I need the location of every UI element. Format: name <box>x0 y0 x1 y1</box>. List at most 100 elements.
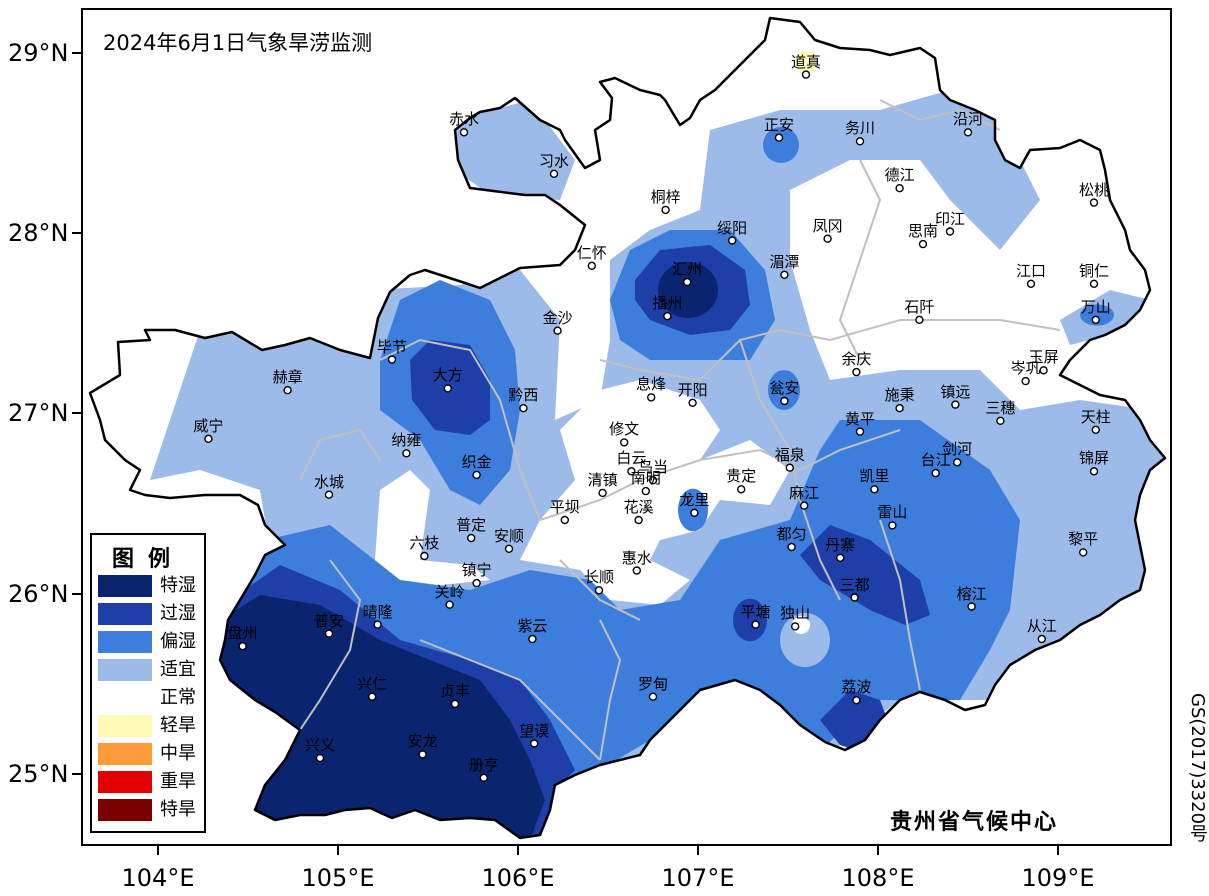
station-label: 六枝 <box>409 534 440 552</box>
map-approval-number: GS(2017)3320号 <box>1187 693 1208 843</box>
station-label: 惠水 <box>621 548 652 567</box>
station-label: 丹寨 <box>825 535 856 554</box>
station-label: 晴隆 <box>362 602 393 621</box>
station-label: 赫章 <box>272 368 303 387</box>
station-marker <box>996 416 1005 425</box>
wet-region-wengan <box>768 370 800 410</box>
extreme-wet-region-huizhou <box>658 262 718 318</box>
station-marker <box>951 400 960 409</box>
normal-region-center <box>520 380 790 605</box>
station-marker <box>852 367 861 377</box>
station-marker <box>1089 467 1099 476</box>
station-marker <box>1089 279 1099 288</box>
station-label: 水城 <box>313 472 345 491</box>
station-label: 湄潭 <box>769 252 800 271</box>
station-label: 务川 <box>844 119 876 138</box>
legend-swatch <box>98 631 152 653</box>
station-label: 剑河 <box>942 440 973 459</box>
lon-label-104: 104°E <box>121 864 195 892</box>
lat-label-27: 27°N <box>8 399 69 427</box>
station-label: 锦屏 <box>1078 449 1110 468</box>
station-label: 黔西 <box>508 386 539 405</box>
station-label: 兴仁 <box>357 674 388 693</box>
station-marker <box>915 315 924 324</box>
station-label: 凯里 <box>859 467 890 486</box>
legend-swatch <box>98 771 152 793</box>
station-label: 雷山 <box>877 503 908 522</box>
legend-label: 轻旱 <box>160 715 196 736</box>
station-label: 盘州 <box>227 624 258 643</box>
station-marker <box>870 485 879 494</box>
station-label: 威宁 <box>193 416 224 435</box>
map-title: 2024年6月1日气象旱涝监测 <box>103 31 373 55</box>
station-label: 麻江 <box>789 483 820 502</box>
station-marker <box>780 270 789 279</box>
agency-label: 贵州省气候中心 <box>890 810 1059 835</box>
station-label: 余庆 <box>841 350 872 369</box>
station-marker <box>785 463 794 472</box>
station-label: 播州 <box>652 294 683 313</box>
station-label: 望谟 <box>519 721 550 740</box>
legend-swatch <box>98 715 152 737</box>
station-label: 册亨 <box>468 755 499 774</box>
station-marker <box>801 70 811 79</box>
legend-label: 正常 <box>160 687 196 708</box>
station-marker <box>648 692 658 701</box>
station-label: 安龙 <box>407 732 438 751</box>
station-label: 天柱 <box>1080 407 1111 426</box>
station-marker <box>850 593 859 602</box>
station-label: 开阳 <box>677 380 708 399</box>
station-marker <box>663 312 672 321</box>
station-marker <box>1021 376 1030 386</box>
legend-swatch <box>98 603 152 625</box>
station-label: 纳雍 <box>391 431 422 450</box>
lon-label-109: 109°E <box>1021 864 1095 892</box>
station-label: 施秉 <box>884 386 915 405</box>
station-label: 铜仁 <box>1078 261 1110 280</box>
station-label: 三都 <box>839 575 870 594</box>
station-marker <box>587 261 596 270</box>
station-marker <box>443 384 452 393</box>
suitable-region-nw <box>455 100 575 200</box>
lat-label-26: 26°N <box>8 580 69 608</box>
station-marker <box>553 326 562 335</box>
station-label: 万山 <box>1080 297 1111 316</box>
extreme-wet-region-southwest <box>210 595 545 838</box>
legend-label: 适宜 <box>160 659 196 680</box>
station-label: 沿河 <box>952 110 984 129</box>
legend-swatch <box>98 575 152 597</box>
lon-label-106: 106°E <box>481 864 555 892</box>
station-marker <box>737 485 746 494</box>
station-marker <box>688 398 697 407</box>
station-marker <box>324 490 334 499</box>
station-label: 平塘 <box>740 602 771 621</box>
station-label: 凤冈 <box>812 216 843 235</box>
station-label: 镇远 <box>940 382 971 401</box>
station-label: 镇宁 <box>461 561 492 580</box>
station-marker <box>467 533 476 543</box>
station-marker <box>445 600 454 609</box>
station-marker <box>324 629 334 638</box>
overwet-region-pingtang <box>733 598 767 642</box>
station-label: 赤水 <box>448 110 480 129</box>
station-label: 道真 <box>790 52 822 71</box>
station-marker <box>836 553 845 562</box>
legend-label: 重旱 <box>160 771 196 792</box>
station-label: 息烽 <box>636 375 667 394</box>
station-label: 关岭 <box>434 582 465 601</box>
station-label: 黎平 <box>1068 530 1099 549</box>
station-marker <box>895 183 904 193</box>
station-label: 都匀 <box>776 525 807 543</box>
station-label: 大方 <box>432 366 463 385</box>
station-marker <box>634 515 643 525</box>
overwet-region-danzhai <box>800 525 930 625</box>
lat-label-25: 25°N <box>8 760 69 788</box>
station-label: 松桃 <box>1078 180 1110 199</box>
legend-swatch <box>98 687 152 709</box>
station-marker <box>800 501 809 510</box>
station-marker <box>620 438 629 447</box>
station-marker <box>420 551 429 561</box>
station-marker <box>528 634 537 644</box>
station-label: 清镇 <box>587 470 618 489</box>
lat-label-29: 29°N <box>8 39 69 67</box>
